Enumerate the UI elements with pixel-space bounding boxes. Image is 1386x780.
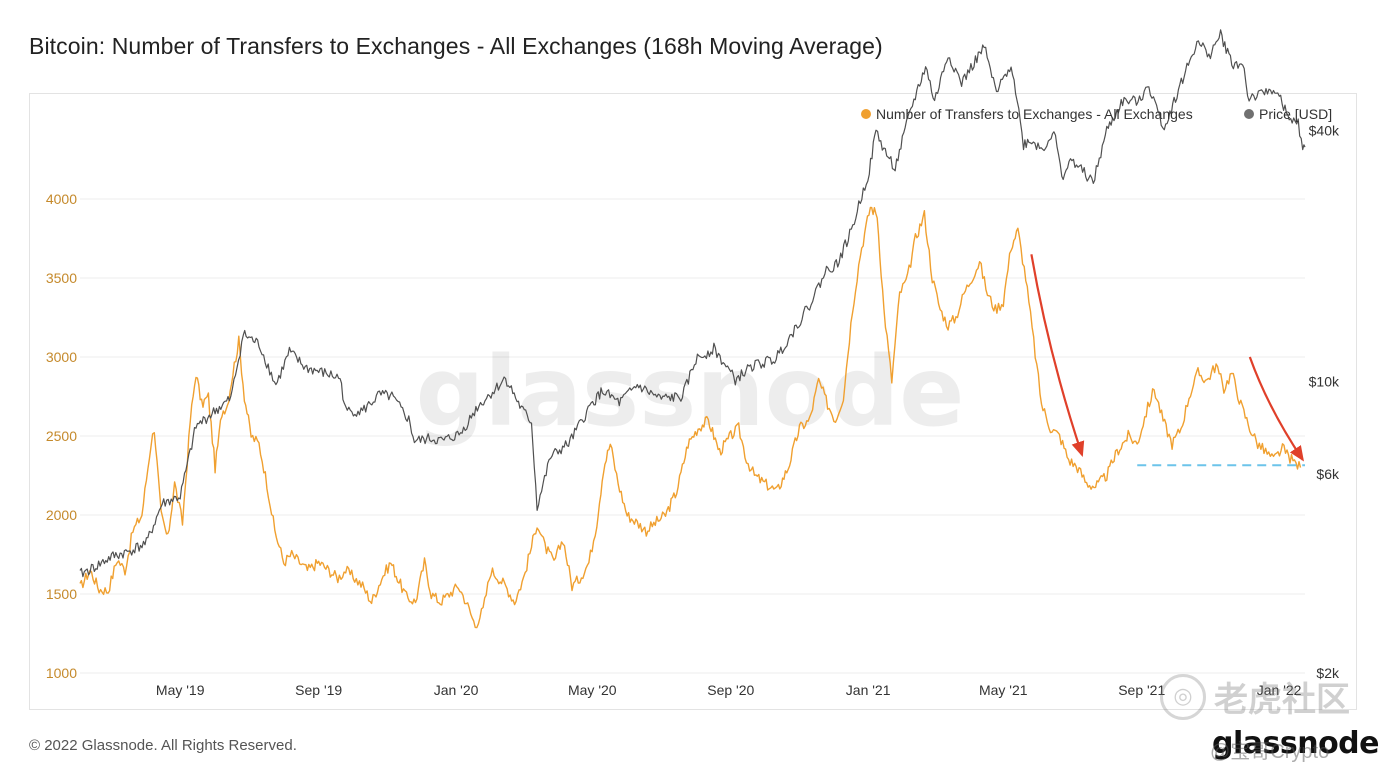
legend-marker-price (1244, 109, 1254, 119)
x-tick-4: Sep '20 (707, 682, 754, 698)
glassnode-watermark: glassnode (416, 336, 965, 448)
x-tick-8: Jan '22 (1257, 682, 1302, 698)
x-tick-0: May '19 (156, 682, 205, 698)
legend: Number of Transfers to Exchanges - All E… (861, 106, 1332, 122)
y-tick-right-$40k: $40k (1309, 122, 1340, 138)
y-tick-left-2500: 2500 (46, 428, 77, 444)
y-axis-right: $2k $6k $10k $40k (1309, 122, 1340, 681)
y-tick-left-2000: 2000 (46, 507, 77, 523)
legend-marker-transfers (861, 109, 871, 119)
x-axis: May '19 Sep '19 Jan '20 May '20 Sep '20 Jan '… (156, 682, 1302, 698)
legend-label-transfers: Number of Transfers to Exchanges - All E… (876, 106, 1193, 122)
x-tick-3: May '20 (568, 682, 617, 698)
x-tick-6: May '21 (979, 682, 1028, 698)
y-tick-right-$2k: $2k (1316, 665, 1340, 681)
red-arrow-0 (1030, 254, 1085, 458)
x-tick-1: Sep '19 (295, 682, 342, 698)
y-tick-left-3000: 3000 (46, 349, 77, 365)
tiger-community-watermark: ◎ 老虎社区 (1160, 672, 1350, 721)
copyright-footer: © 2022 Glassnode. All Rights Reserved. (29, 737, 297, 754)
grid-lines (80, 198, 1305, 674)
user-watermark: @宝哥Crypto (1210, 741, 1330, 763)
y-tick-left-3500: 3500 (46, 270, 77, 286)
price-series-line (79, 29, 1306, 578)
glassnode-logo: glassnode (1212, 726, 1380, 761)
legend-label-price: Price [USD] (1259, 106, 1332, 122)
transfers-series-line (79, 206, 1302, 629)
x-tick-2: Jan '20 (434, 682, 479, 698)
y-tick-left-1500: 1500 (46, 586, 77, 602)
x-tick-7: Sep '21 (1118, 682, 1165, 698)
y-axis-left: 1000 1500 2000 2500 3000 3500 4000 (46, 191, 77, 681)
tiger-community-text: 老虎社区 (1214, 680, 1350, 720)
y-tick-right-$10k: $10k (1309, 374, 1340, 390)
annotations (1030, 254, 1305, 467)
chart-panel (29, 93, 1357, 710)
tiger-circle-icon: ◎ (1160, 673, 1206, 720)
y-tick-right-$6k: $6k (1316, 466, 1340, 482)
chart-title: Bitcoin: Number of Transfers to Exchange… (29, 33, 883, 59)
y-tick-left-4000: 4000 (46, 191, 77, 207)
red-arrow-1 (1248, 356, 1304, 462)
y-tick-left-1000: 1000 (46, 665, 77, 681)
x-tick-5: Jan '21 (846, 682, 891, 698)
